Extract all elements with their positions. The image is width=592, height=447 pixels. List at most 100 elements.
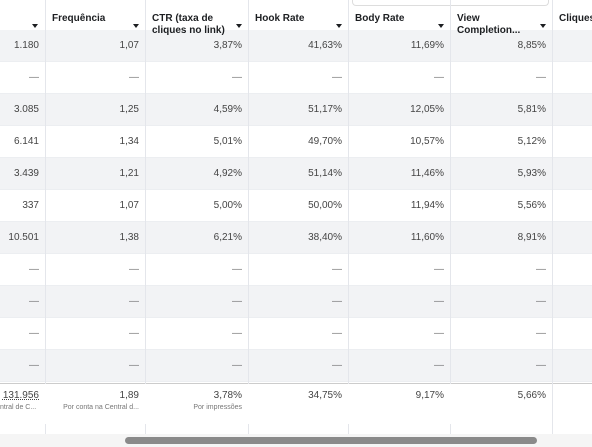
table-cell: 5,81% [517,104,546,115]
footer-cell: 1,89 Por conta na Central d... [45,384,145,424]
footer-cell: 5,66% [450,384,552,424]
row-background [0,30,592,62]
table-cell: — [434,296,444,307]
table-cell: 49,70% [308,136,342,147]
footer-cell: 131.956 ntral de C... [0,384,45,424]
footer-note: Por impressões [193,404,242,411]
table-cell: 5,56% [517,200,546,211]
row-background [0,350,592,382]
table-cell: — [536,264,546,275]
column-header[interactable]: Hook Rate [255,13,305,24]
table-cell: — [434,72,444,83]
row-background [0,94,592,126]
row-background [0,158,592,190]
table-cell: 4,59% [213,104,242,115]
table-cell: 5,01% [213,136,242,147]
table-cell: 337 [22,200,39,211]
column-divider [248,0,249,434]
column-header[interactable]: Cliques [559,13,592,24]
sort-arrow[interactable] [133,24,139,28]
row-background [0,62,592,94]
row-background [0,318,592,350]
sort-arrow[interactable] [236,24,242,28]
footer-value: 131.956 [2,390,39,401]
column-divider [145,0,146,434]
table-cell: — [536,360,546,371]
table-cell: — [232,72,242,83]
table-cell: — [332,72,342,83]
table-cell: — [434,264,444,275]
row-background [0,254,592,286]
table-cell: — [129,72,139,83]
row-background [0,126,592,158]
sort-arrow[interactable] [540,24,546,28]
table-cell: — [29,296,39,307]
table-cell: 1,34 [119,136,139,147]
row-background [0,286,592,318]
table-cell: 1,21 [119,168,139,179]
column-divider [348,0,349,434]
table-cell: 6,21% [213,232,242,243]
sort-arrow[interactable] [32,24,38,28]
table-cell: — [29,328,39,339]
table-cell: — [434,328,444,339]
column-header[interactable]: Body Rate [355,13,405,24]
table-cell: — [129,328,139,339]
table-cell: — [129,360,139,371]
footer-value: 1,89 [119,390,139,401]
table-cell: 50,00% [308,200,342,211]
table-cell: — [332,328,342,339]
table-cell: 11,69% [410,40,444,51]
table-cell: 1.180 [13,40,39,51]
table-cell: 3,87% [213,40,242,51]
footer-cell: 9,17% [348,384,450,424]
table-cell: 51,17% [308,104,342,115]
footer-value: 5,66% [517,390,546,401]
footer-value: 3,78% [213,390,242,401]
column-divider [450,0,451,434]
table-cell: — [29,360,39,371]
table-cell: 11,94% [410,200,444,211]
table-cell: 11,46% [410,168,444,179]
table-cell: 8,85% [517,40,546,51]
table-cell: 10,57% [410,136,444,147]
table-cell: — [232,328,242,339]
table-cell: 4,92% [213,168,242,179]
table-cell: 38,40% [308,232,342,243]
table-cell: 3.439 [13,168,39,179]
row-background [0,222,592,254]
table-cell: 1,38 [119,232,139,243]
table-cell: 8,91% [517,232,546,243]
sort-arrow[interactable] [438,24,444,28]
table-cell: 5,93% [517,168,546,179]
footer-divider [0,383,592,384]
table-cell: — [332,264,342,275]
column-header[interactable]: View Completion... [457,13,521,36]
table-cell: — [129,264,139,275]
table-cell: — [536,328,546,339]
table-cell: — [434,360,444,371]
column-header[interactable]: Frequência [52,13,106,24]
table-cell: 1,07 [119,200,139,211]
table-cell: — [232,296,242,307]
table-cell: 5,12% [517,136,546,147]
footer-cell: 3,78% Por impressões [145,384,248,424]
footer-value: 9,17% [415,390,444,401]
table-cell: — [232,360,242,371]
column-divider [552,0,553,434]
sort-arrow[interactable] [336,24,342,28]
table-cell: — [29,72,39,83]
table-cell: 11,60% [410,232,444,243]
table-cell: 1,25 [119,104,139,115]
table-cell: 5,00% [213,200,242,211]
table-cell: — [332,296,342,307]
footer-cell: 34,75% [248,384,348,424]
table-cell: 6.141 [13,136,39,147]
table-cell: — [29,264,39,275]
footer-note: ntral de C... [0,404,37,411]
scrollbar-thumb[interactable] [125,437,537,444]
column-header[interactable]: CTR (taxa de cliques no link) [152,13,225,36]
table-cell: 1,07 [119,40,139,51]
